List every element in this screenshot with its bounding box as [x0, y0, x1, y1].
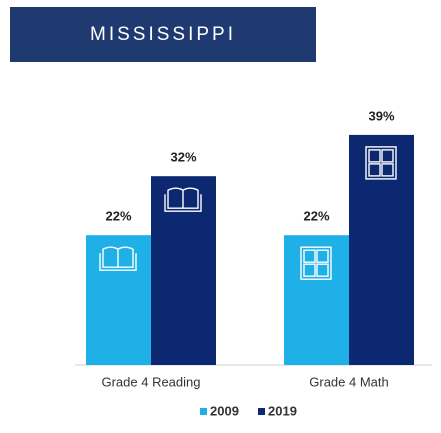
calculator-icon [365, 146, 397, 180]
calculator-icon [300, 246, 332, 280]
book-icon [99, 246, 137, 271]
calc-key [316, 263, 329, 277]
book-outline [102, 246, 134, 268]
book-icon [164, 187, 202, 212]
calc-key [303, 249, 316, 263]
calc-key [368, 149, 381, 163]
value-label: 22% [105, 209, 131, 224]
legend-swatch [258, 408, 265, 415]
calc-key [316, 249, 329, 263]
book-base [164, 194, 202, 212]
legend-label: 2019 [268, 403, 297, 418]
calc-key [303, 263, 316, 277]
value-label: 22% [303, 209, 329, 224]
value-label: 32% [170, 150, 196, 165]
legend-label: 2009 [210, 403, 239, 418]
title: MISSISSIPPI [90, 24, 236, 45]
calc-body [365, 146, 397, 180]
x-tick-label: Grade 4 Math [309, 374, 389, 389]
title-banner [10, 7, 316, 62]
value-label: 39% [368, 108, 394, 123]
calc-key [368, 163, 381, 177]
book-base [99, 253, 137, 271]
calc-key [381, 163, 394, 177]
calc-key [381, 149, 394, 163]
x-tick-label: Grade 4 Reading [101, 374, 200, 389]
calc-body [300, 246, 332, 280]
legend-swatch [200, 408, 207, 415]
book-outline [167, 187, 199, 209]
